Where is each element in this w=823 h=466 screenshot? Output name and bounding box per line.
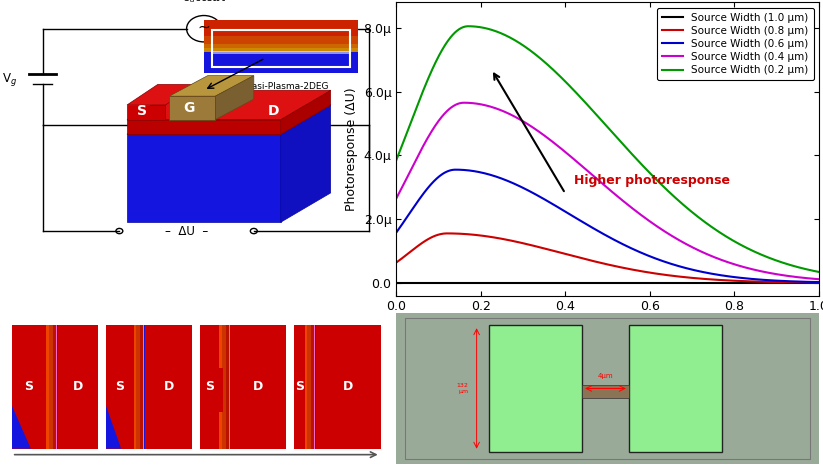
Bar xyxy=(582,385,629,397)
Text: 4μm: 4μm xyxy=(597,373,613,379)
Source Width (0.4 μm) xyxy=(710,255,720,260)
Polygon shape xyxy=(127,105,331,134)
Line: Source Width (0.2 μm): Source Width (0.2 μm) xyxy=(397,26,819,272)
Polygon shape xyxy=(170,96,216,120)
Source Width (0.2 μm) xyxy=(500,33,510,38)
Line: Source Width (0.6 μm): Source Width (0.6 μm) xyxy=(397,170,819,282)
Source Width (0.4 μm) xyxy=(459,100,469,105)
Source Width (0.6 μm) xyxy=(584,222,593,228)
Legend: Source Width (1.0 μm), Source Width (0.8 μm), Source Width (0.6 μm), Source Widt: Source Width (1.0 μm), Source Width (0.8… xyxy=(657,7,814,81)
Source Width (1.0 μm) xyxy=(466,281,476,286)
Line: Source Width (0.8 μm): Source Width (0.8 μm) xyxy=(397,233,819,282)
Source Width (0.4 μm) xyxy=(674,237,684,243)
Source Width (0.2 μm) xyxy=(641,166,651,172)
Source Width (0.4 μm) xyxy=(467,100,477,106)
Source Width (0.2 μm) xyxy=(674,199,684,204)
Source Width (0.4 μm) xyxy=(641,216,651,221)
Source Width (0.4 μm) xyxy=(392,196,402,201)
Polygon shape xyxy=(281,90,331,134)
Polygon shape xyxy=(127,105,331,134)
Text: D: D xyxy=(267,104,279,118)
Text: –  ΔU  –: – ΔU – xyxy=(165,225,208,238)
Source Width (0.8 μm) xyxy=(641,269,651,275)
Source Width (0.8 μm) xyxy=(500,237,510,242)
Source Width (0.2 μm) xyxy=(467,23,477,29)
Source Width (0.6 μm) xyxy=(392,230,402,235)
Polygon shape xyxy=(127,90,331,120)
Polygon shape xyxy=(281,105,331,222)
Source Width (1.0 μm) xyxy=(640,281,650,286)
Text: Higher photoresponse: Higher photoresponse xyxy=(574,174,730,187)
Source Width (0.2 μm) xyxy=(584,103,593,109)
Source Width (0.4 μm) xyxy=(584,169,593,174)
Source Width (0.2 μm) xyxy=(463,23,473,29)
Source Width (0.2 μm) xyxy=(392,157,402,163)
Source Width (1.0 μm) xyxy=(814,281,823,286)
Source Width (0.6 μm) xyxy=(710,272,720,277)
Source Width (0.6 μm) xyxy=(674,263,684,269)
Source Width (0.6 μm) xyxy=(451,167,461,172)
Source Width (0.8 μm) xyxy=(710,277,720,282)
Source Width (1.0 μm) xyxy=(500,281,510,286)
Source Width (0.8 μm) xyxy=(584,257,593,263)
X-axis label: Gate Voltage (V): Gate Voltage (V) xyxy=(556,319,659,332)
Polygon shape xyxy=(127,105,165,120)
Source Width (0.6 μm) xyxy=(814,279,823,285)
Text: Quasi-Plasma-2DEG: Quasi-Plasma-2DEG xyxy=(239,82,329,90)
Source Width (0.2 μm) xyxy=(814,269,823,275)
Text: G: G xyxy=(183,101,194,115)
Source Width (0.6 μm) xyxy=(641,252,651,258)
Source Width (1.0 μm) xyxy=(709,281,719,286)
Source Width (0.8 μm) xyxy=(392,260,402,265)
Source Width (0.4 μm) xyxy=(500,110,510,115)
Line: Source Width (0.4 μm): Source Width (0.4 μm) xyxy=(397,103,819,279)
Source Width (0.8 μm) xyxy=(442,231,452,236)
Y-axis label: Photoresponse (ΔU): Photoresponse (ΔU) xyxy=(345,87,358,211)
Text: U$_a$cosωt: U$_a$cosωt xyxy=(182,0,226,5)
Source Width (1.0 μm) xyxy=(392,281,402,286)
Source Width (1.0 μm) xyxy=(673,281,683,286)
Bar xyxy=(629,325,722,452)
Polygon shape xyxy=(127,84,196,105)
Text: V$_g$: V$_g$ xyxy=(2,71,17,88)
Polygon shape xyxy=(216,75,253,120)
Source Width (0.4 μm) xyxy=(814,276,823,282)
Polygon shape xyxy=(170,75,253,96)
Source Width (0.6 μm) xyxy=(467,168,477,174)
Text: 132
μm: 132 μm xyxy=(456,383,468,394)
Source Width (1.0 μm) xyxy=(583,281,593,286)
Source Width (0.8 μm) xyxy=(674,274,684,280)
Polygon shape xyxy=(127,134,281,222)
Polygon shape xyxy=(127,120,281,134)
Source Width (0.6 μm) xyxy=(500,177,510,183)
Source Width (0.8 μm) xyxy=(814,280,823,285)
Bar xyxy=(490,325,582,452)
Text: S: S xyxy=(137,104,147,118)
Source Width (0.8 μm) xyxy=(467,232,477,237)
Text: ~: ~ xyxy=(198,20,210,35)
Source Width (0.2 μm) xyxy=(710,226,720,232)
